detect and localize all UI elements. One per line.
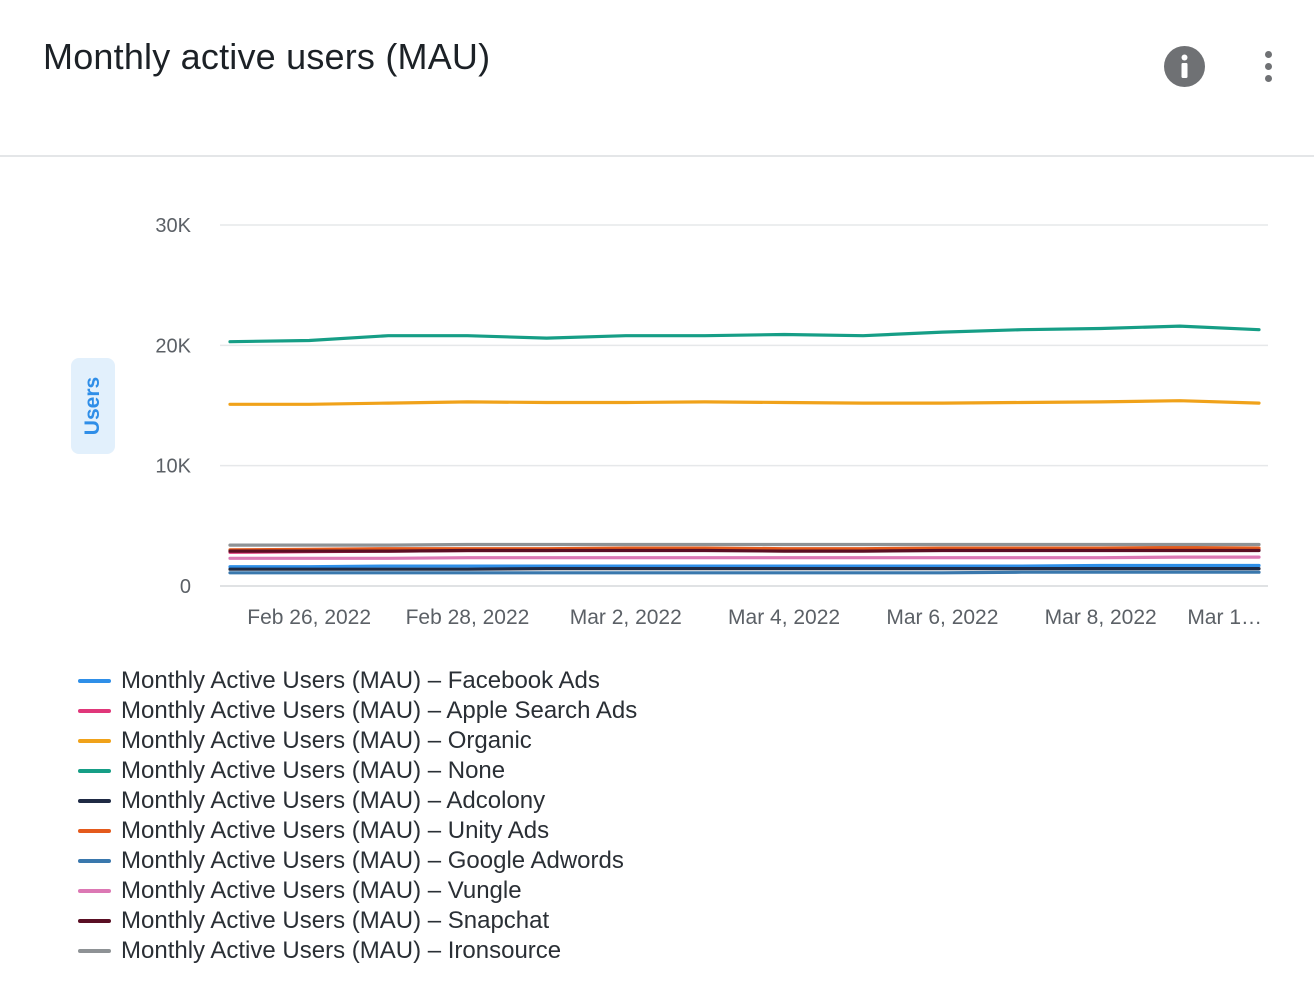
legend-label: Monthly Active Users (MAU) – Adcolony xyxy=(121,787,546,814)
legend-swatch xyxy=(78,679,111,683)
more-dot xyxy=(1264,74,1272,82)
line-chart: 0 10K 20K 30K Feb 26, 2022 Feb 28, 2022 Mar 2… xyxy=(155,215,1268,629)
y-tick-label: 10K xyxy=(155,456,191,478)
y-axis-label-pill xyxy=(71,358,115,454)
series-line-9[interactable] xyxy=(228,542,1261,547)
card-title: Monthly active users (MAU) xyxy=(43,36,491,77)
legend-label: Monthly Active Users (MAU) – Google Adwo… xyxy=(121,847,624,874)
legend-item[interactable]: Monthly Active Users (MAU) – Google Adwo… xyxy=(78,846,637,876)
legend-item[interactable]: Monthly Active Users (MAU) – Vungle xyxy=(78,876,637,906)
series-lines xyxy=(228,324,1261,575)
legend-item[interactable]: Monthly Active Users (MAU) – Snapchat xyxy=(78,906,637,936)
legend-label: Monthly Active Users (MAU) – Organic xyxy=(121,727,532,754)
series-line-7[interactable] xyxy=(228,555,1261,560)
x-tick-label: Mar 6, 2022 xyxy=(886,606,998,629)
x-tick-label: Mar 2, 2022 xyxy=(570,606,682,629)
legend-swatch xyxy=(78,859,111,863)
series-line-4[interactable] xyxy=(228,567,1261,571)
legend-item[interactable]: Monthly Active Users (MAU) – Apple Searc… xyxy=(78,696,637,726)
more-dot xyxy=(1264,50,1272,58)
series-line-6[interactable] xyxy=(228,570,1261,575)
legend-swatch xyxy=(78,949,111,953)
y-tick-label: 20K xyxy=(155,335,191,357)
x-tick-label: Mar 4, 2022 xyxy=(728,606,840,629)
legend-swatch xyxy=(78,889,111,893)
series-line-5[interactable] xyxy=(228,545,1261,552)
legend-label: Monthly Active Users (MAU) – Apple Searc… xyxy=(121,697,638,724)
series-line-0[interactable] xyxy=(228,563,1261,569)
x-tick-label: Mar 8, 2022 xyxy=(1045,606,1157,629)
legend-label: Monthly Active Users (MAU) – None xyxy=(121,757,506,784)
series-line-3[interactable] xyxy=(228,324,1261,344)
info-icon[interactable] xyxy=(1164,46,1205,87)
legend-swatch xyxy=(78,829,111,833)
card-header: Monthly active users (MAU) xyxy=(0,0,1314,157)
legend-item[interactable]: Monthly Active Users (MAU) – Organic xyxy=(78,726,637,756)
legend-label: Monthly Active Users (MAU) – Unity Ads xyxy=(121,817,550,844)
y-tick-label: 0 xyxy=(180,576,191,598)
legend-label: Monthly Active Users (MAU) – Vungle xyxy=(121,877,522,904)
y-tick-labels: 0 10K 20K 30K xyxy=(155,215,191,598)
legend-item[interactable]: Monthly Active Users (MAU) – Unity Ads xyxy=(78,816,637,846)
more-dot xyxy=(1264,62,1272,70)
y-tick-label: 30K xyxy=(155,215,191,237)
legend-item[interactable]: Monthly Active Users (MAU) – Facebook Ad… xyxy=(78,666,637,696)
legend-swatch xyxy=(78,739,111,743)
grid-lines xyxy=(220,224,1268,587)
x-tick-label: Feb 26, 2022 xyxy=(247,606,371,629)
legend-swatch xyxy=(78,799,111,803)
more-vertical-icon[interactable] xyxy=(1254,44,1282,88)
legend-swatch xyxy=(78,769,111,773)
x-tick-label: Mar 1… xyxy=(1187,606,1262,629)
legend-item[interactable]: Monthly Active Users (MAU) – None xyxy=(78,756,637,786)
x-tick-label: Feb 28, 2022 xyxy=(406,606,530,629)
legend-label: Monthly Active Users (MAU) – Ironsource xyxy=(121,937,562,964)
series-line-2[interactable] xyxy=(228,399,1261,406)
legend-label: Monthly Active Users (MAU) – Facebook Ad… xyxy=(121,667,600,694)
legend-label: Monthly Active Users (MAU) – Snapchat xyxy=(121,907,550,934)
legend-swatch xyxy=(78,919,111,923)
legend-item[interactable]: Monthly Active Users (MAU) – Ironsource xyxy=(78,936,637,966)
legend-item[interactable]: Monthly Active Users (MAU) – Adcolony xyxy=(78,786,637,816)
x-tick-labels: Feb 26, 2022 Feb 28, 2022 Mar 2, 2022 Mar 4… xyxy=(247,606,1262,629)
series-line-8[interactable] xyxy=(228,548,1261,553)
chart-legend: Monthly Active Users (MAU) – Facebook Ad… xyxy=(78,666,637,966)
legend-swatch xyxy=(78,709,111,713)
